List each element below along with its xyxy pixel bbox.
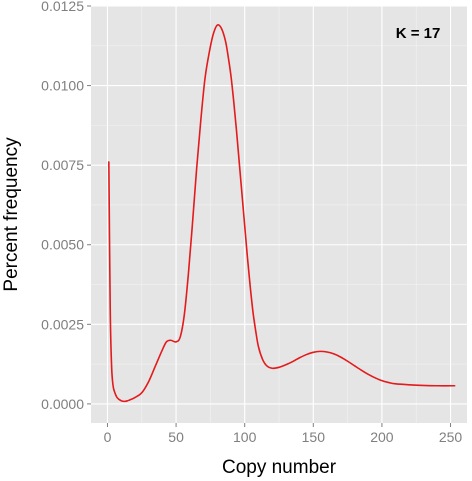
frequency-series-line [108, 23, 456, 403]
x-tick-label: 100 [233, 429, 257, 445]
major-gridlines [91, 5, 467, 423]
series-layer [108, 23, 456, 403]
x-tick-label: 150 [302, 429, 326, 445]
y-tick-label: 0.0125 [41, 0, 84, 14]
x-axis-title: Copy number [222, 457, 337, 478]
y-tick-label: 0.0000 [41, 396, 84, 412]
y-axis-title: Percent frequency [1, 137, 22, 292]
y-tick-label: 0.0100 [41, 78, 84, 94]
minor-gridlines [91, 6, 467, 423]
x-axis: 0 50 100 150 200 250 [104, 423, 463, 445]
y-tick-label: 0.0075 [41, 157, 84, 173]
k-value-annotation: K = 17 [396, 25, 441, 42]
x-tick-label: 0 [104, 429, 112, 445]
y-axis: 0.0000 0.0025 0.0050 0.0075 0.0100 0.0125 [41, 0, 91, 412]
y-tick-label: 0.0025 [41, 316, 84, 332]
x-tick-label: 200 [370, 429, 394, 445]
x-tick-label: 50 [168, 429, 184, 445]
x-tick-label: 250 [439, 429, 463, 445]
y-tick-label: 0.0050 [41, 237, 84, 253]
